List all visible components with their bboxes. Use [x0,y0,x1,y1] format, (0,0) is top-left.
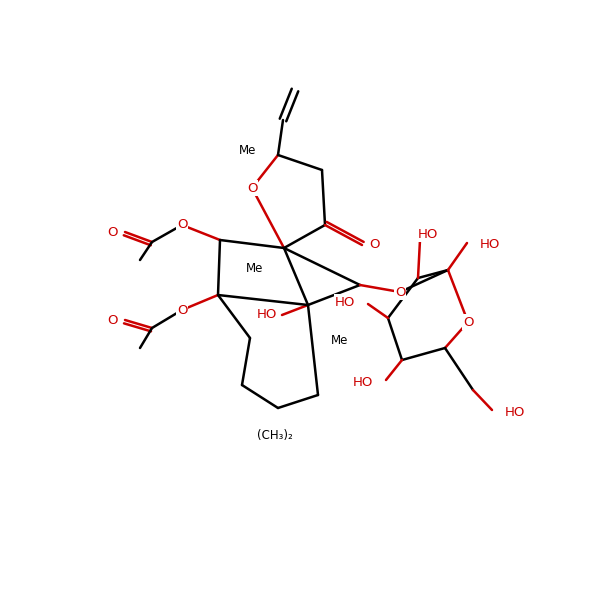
Text: O: O [108,226,118,238]
Text: HO: HO [505,406,526,419]
Text: HO: HO [335,295,355,308]
Text: O: O [463,316,473,329]
Text: HO: HO [353,376,373,389]
Text: HO: HO [418,227,438,241]
Text: (CH₃)₂: (CH₃)₂ [257,428,293,442]
Text: HO: HO [257,308,277,322]
Text: Me: Me [247,262,263,275]
Text: O: O [369,238,379,251]
Text: O: O [247,181,257,194]
Text: O: O [108,313,118,326]
Text: O: O [177,304,187,317]
Text: Me: Me [331,334,349,346]
Text: Me: Me [239,143,257,157]
Text: HO: HO [480,238,500,251]
Text: O: O [395,286,405,298]
Text: O: O [177,218,187,232]
